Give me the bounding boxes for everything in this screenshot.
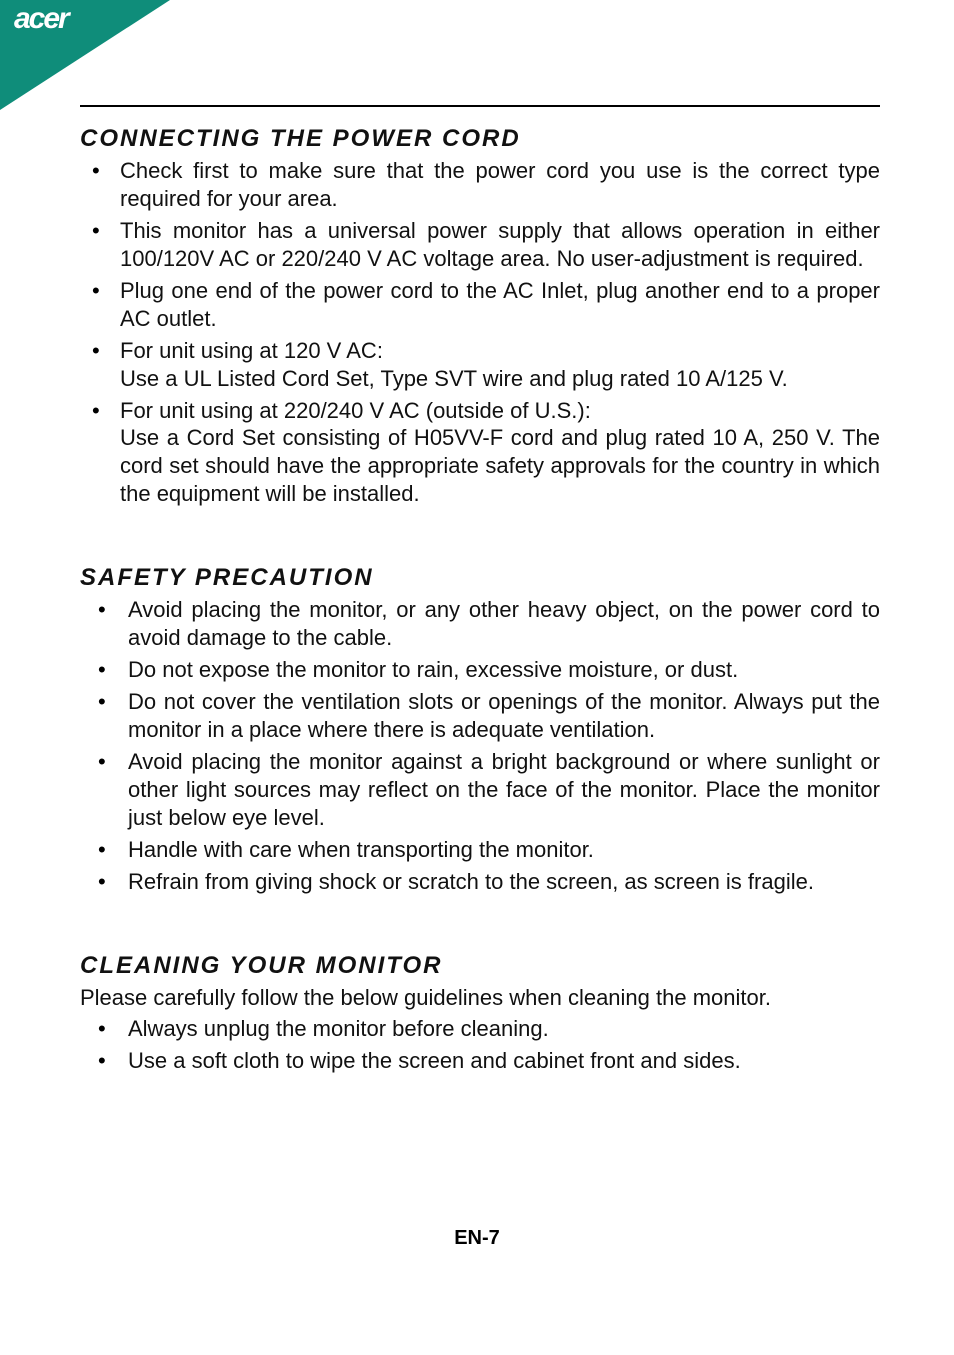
bullet-item: Plug one end of the power cord to the AC… <box>80 277 880 333</box>
bullet-item: Check first to make sure that the power … <box>80 157 880 213</box>
section-title: CONNECTING THE POWER CORD <box>80 125 880 153</box>
section: SAFETY PRECAUTION Avoid placing the monit… <box>80 564 880 895</box>
bullet-list: Always unplug the monitor before cleanin… <box>80 1015 880 1075</box>
bullet-item: Avoid placing the monitor, or any other … <box>80 596 880 652</box>
bullet-item: Do not cover the ventilation slots or op… <box>80 688 880 744</box>
section-title: CLEANING YOUR MONITOR <box>80 952 880 980</box>
top-rule <box>80 105 880 107</box>
bullet-item: Use a soft cloth to wipe the screen and … <box>80 1047 880 1075</box>
section-intro: Please carefully follow the below guidel… <box>80 984 880 1012</box>
bullet-item: For unit using at 120 V AC:Use a UL List… <box>80 337 880 393</box>
manual-page: acer CONNECTING THE POWER CORD Check firs… <box>0 0 954 1355</box>
bullet-item: Handle with care when transporting the m… <box>80 836 880 864</box>
bullet-item: This monitor has a universal power suppl… <box>80 217 880 273</box>
bullet-list: Check first to make sure that the power … <box>80 157 880 508</box>
section: CLEANING YOUR MONITOR Please carefully fo… <box>80 952 880 1075</box>
bullet-item: Do not expose the monitor to rain, exces… <box>80 656 880 684</box>
section-title: SAFETY PRECAUTION <box>80 564 880 592</box>
bullet-list: Avoid placing the monitor, or any other … <box>80 596 880 895</box>
bullet-item: For unit using at 220/240 V AC (outside … <box>80 397 880 509</box>
page-content: CONNECTING THE POWER CORD Check first to … <box>80 105 880 1131</box>
brand-logo: acer <box>14 2 68 36</box>
page-number: EN-7 <box>0 1227 954 1250</box>
bullet-item: Refrain from giving shock or scratch to … <box>80 868 880 896</box>
bullet-item: Avoid placing the monitor against a brig… <box>80 748 880 832</box>
bullet-item: Always unplug the monitor before cleanin… <box>80 1015 880 1043</box>
section: CONNECTING THE POWER CORD Check first to … <box>80 125 880 508</box>
